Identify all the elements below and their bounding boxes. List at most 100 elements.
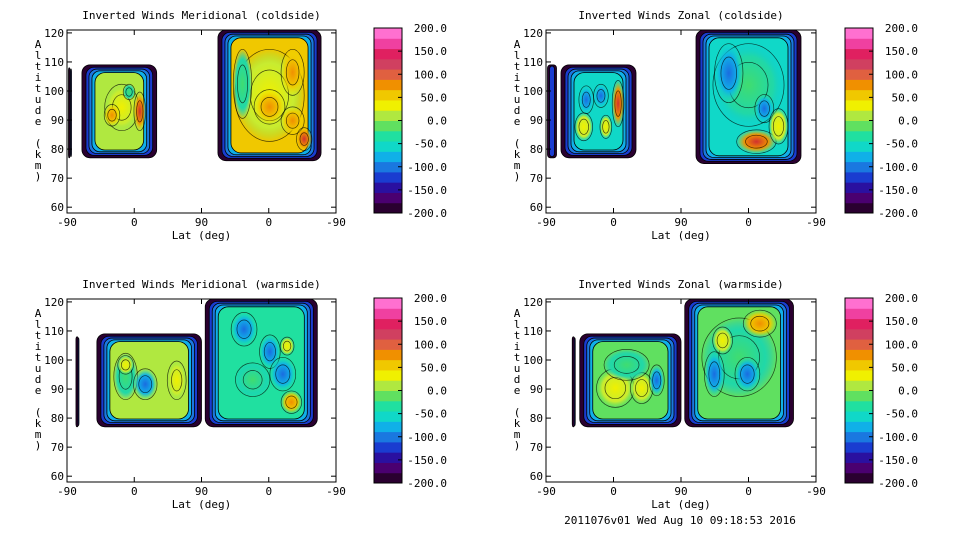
y-tick-label: 70 bbox=[530, 172, 543, 185]
x-axis-label: Lat (deg) bbox=[172, 498, 232, 511]
y-tick-label: 60 bbox=[530, 201, 543, 214]
colorbar-swatch bbox=[845, 411, 873, 422]
contour-cell bbox=[768, 108, 789, 145]
colorbar-swatch bbox=[845, 79, 873, 91]
x-tick-label: 0 bbox=[131, 485, 138, 498]
chart-panel-4: Inverted Winds Zonal (warmside) -90 0 90 0 -9… bbox=[514, 278, 918, 511]
chart-panel-3: Inverted Winds Meridional (warmside) -90 0… bbox=[35, 278, 447, 511]
colorbar-swatch bbox=[374, 79, 402, 91]
colorbar-swatch bbox=[374, 161, 402, 173]
data-region bbox=[217, 29, 322, 162]
colorbar-swatch bbox=[845, 38, 873, 50]
colorbar-swatch bbox=[374, 339, 402, 350]
chart-panel-1: Inverted Winds Meridional (coldside) -90 0… bbox=[35, 9, 447, 242]
contour-cell bbox=[599, 114, 613, 139]
data-region bbox=[204, 298, 318, 428]
x-tick-label: 90 bbox=[674, 485, 687, 498]
colorbar-swatch bbox=[845, 151, 873, 163]
colorbar-tick-label: -100.0 bbox=[407, 161, 447, 174]
contour-cell bbox=[269, 356, 297, 392]
y-tick-label: 110 bbox=[523, 56, 543, 69]
contour-cell bbox=[611, 80, 625, 128]
y-tick-label: 100 bbox=[523, 354, 543, 367]
contour-cell bbox=[296, 127, 313, 151]
contour-line bbox=[285, 395, 298, 409]
contour-cell bbox=[280, 106, 305, 135]
colorbar-tick-label: 150.0 bbox=[414, 315, 447, 328]
y-tick-label: 90 bbox=[51, 383, 64, 396]
y-tick-label: 90 bbox=[51, 114, 64, 127]
colorbar-swatch bbox=[845, 462, 873, 474]
colorbar-tick-label: 0.0 bbox=[427, 115, 447, 128]
colorbar-swatch bbox=[374, 411, 402, 422]
x-tick-label: 0 bbox=[265, 216, 272, 229]
contour-cell bbox=[754, 94, 775, 124]
contour-line bbox=[125, 87, 133, 97]
colorbar-tick-label: 200.0 bbox=[885, 22, 918, 35]
x-tick-label: -90 bbox=[326, 485, 346, 498]
x-tick-label: -90 bbox=[536, 485, 556, 498]
colorbar-swatch bbox=[845, 89, 873, 101]
colorbar-swatch bbox=[845, 359, 873, 371]
x-tick-label: -90 bbox=[57, 216, 77, 229]
colorbar-swatch bbox=[845, 390, 873, 402]
contour-line bbox=[652, 371, 662, 390]
colorbar-swatch bbox=[374, 452, 402, 463]
x-axis-label: Lat (deg) bbox=[172, 229, 232, 242]
contour-line bbox=[750, 315, 770, 332]
contour-line bbox=[136, 100, 144, 123]
chart-panel-2: Inverted Winds Zonal (coldside) -90 0 90 0 -9… bbox=[514, 9, 918, 242]
contour-cell bbox=[648, 364, 665, 397]
data-region bbox=[684, 298, 794, 428]
contour-cell bbox=[714, 43, 744, 104]
colorbar-swatch bbox=[845, 171, 873, 183]
colorbar-tick-label: 0.0 bbox=[427, 385, 447, 398]
y-tick-label: 80 bbox=[51, 143, 64, 156]
colorbar-swatch bbox=[845, 400, 873, 412]
x-tick-label: 0 bbox=[745, 216, 752, 229]
colorbar-swatch bbox=[374, 69, 402, 80]
contour-band bbox=[68, 67, 71, 159]
x-tick-label: 0 bbox=[745, 485, 752, 498]
colorbar-tick-label: 150.0 bbox=[885, 315, 918, 328]
contour-cell bbox=[166, 360, 187, 401]
colorbar-tick-label: -150.0 bbox=[878, 454, 918, 467]
colorbar-swatch bbox=[374, 151, 402, 163]
colorbar-swatch bbox=[845, 182, 873, 193]
colorbar-tick-label: 150.0 bbox=[885, 45, 918, 58]
contour-cell bbox=[279, 336, 295, 356]
x-tick-label: -90 bbox=[57, 485, 77, 498]
contour-line bbox=[282, 340, 292, 352]
x-tick-label: -90 bbox=[536, 216, 556, 229]
colorbar-swatch bbox=[374, 89, 402, 101]
colorbar-swatch bbox=[845, 99, 873, 111]
colorbar-swatch bbox=[374, 202, 402, 214]
chart-title: Inverted Winds Meridional (warmside) bbox=[82, 278, 320, 291]
colorbar-swatch bbox=[845, 349, 873, 361]
contour-line bbox=[263, 342, 276, 362]
chart-title: Inverted Winds Zonal (coldside) bbox=[578, 9, 783, 22]
contour-line bbox=[720, 56, 737, 90]
contour-cell bbox=[232, 48, 253, 119]
colorbar-swatch bbox=[845, 161, 873, 173]
contour-line bbox=[285, 112, 300, 129]
colorbar-swatch bbox=[374, 400, 402, 412]
colorbar-swatch bbox=[845, 130, 873, 142]
colorbar: 200.0 150.0 100.0 50.0 0.0 -50.0 -100.0 -150.0 -… bbox=[373, 22, 447, 220]
contour-cell bbox=[235, 362, 271, 397]
contour-line bbox=[758, 100, 770, 117]
colorbar-tick-label: 50.0 bbox=[421, 361, 448, 374]
colorbar-swatch bbox=[845, 369, 873, 381]
colorbar-swatch bbox=[374, 369, 402, 381]
colorbar-tick-label: 100.0 bbox=[414, 338, 447, 351]
y-tick-label: 120 bbox=[44, 296, 64, 309]
x-tick-label: 90 bbox=[195, 216, 208, 229]
colorbar-tick-label: -100.0 bbox=[407, 431, 447, 444]
colorbar-tick-label: 100.0 bbox=[414, 68, 447, 81]
colorbar-swatch bbox=[845, 141, 873, 152]
x-tick-label: 0 bbox=[131, 216, 138, 229]
colorbar-tick-label: -200.0 bbox=[407, 207, 447, 220]
contour-line bbox=[285, 59, 300, 86]
contour-line bbox=[708, 361, 721, 387]
